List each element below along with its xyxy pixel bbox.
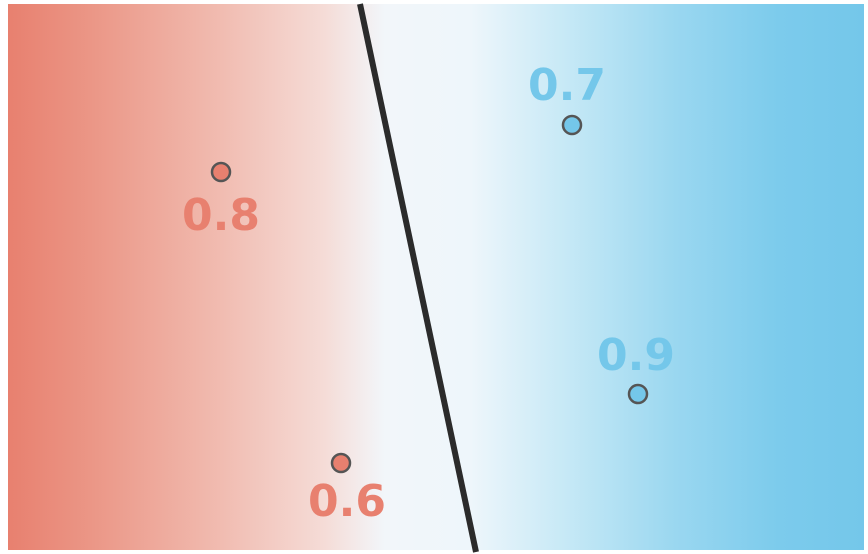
point-value-label-4: 0.9: [597, 330, 675, 381]
point-value-label-1: 0.8: [182, 190, 260, 241]
data-point-blue-4: [627, 383, 649, 405]
data-point-red-2: [330, 452, 352, 474]
point-value-label-3: 0.7: [528, 60, 606, 111]
point-value-label-2: 0.6: [308, 476, 386, 527]
background-gradient: [8, 4, 864, 550]
data-point-blue-3: [561, 114, 583, 136]
decision-boundary-line: [357, 3, 479, 553]
data-point-red-1: [210, 161, 232, 183]
